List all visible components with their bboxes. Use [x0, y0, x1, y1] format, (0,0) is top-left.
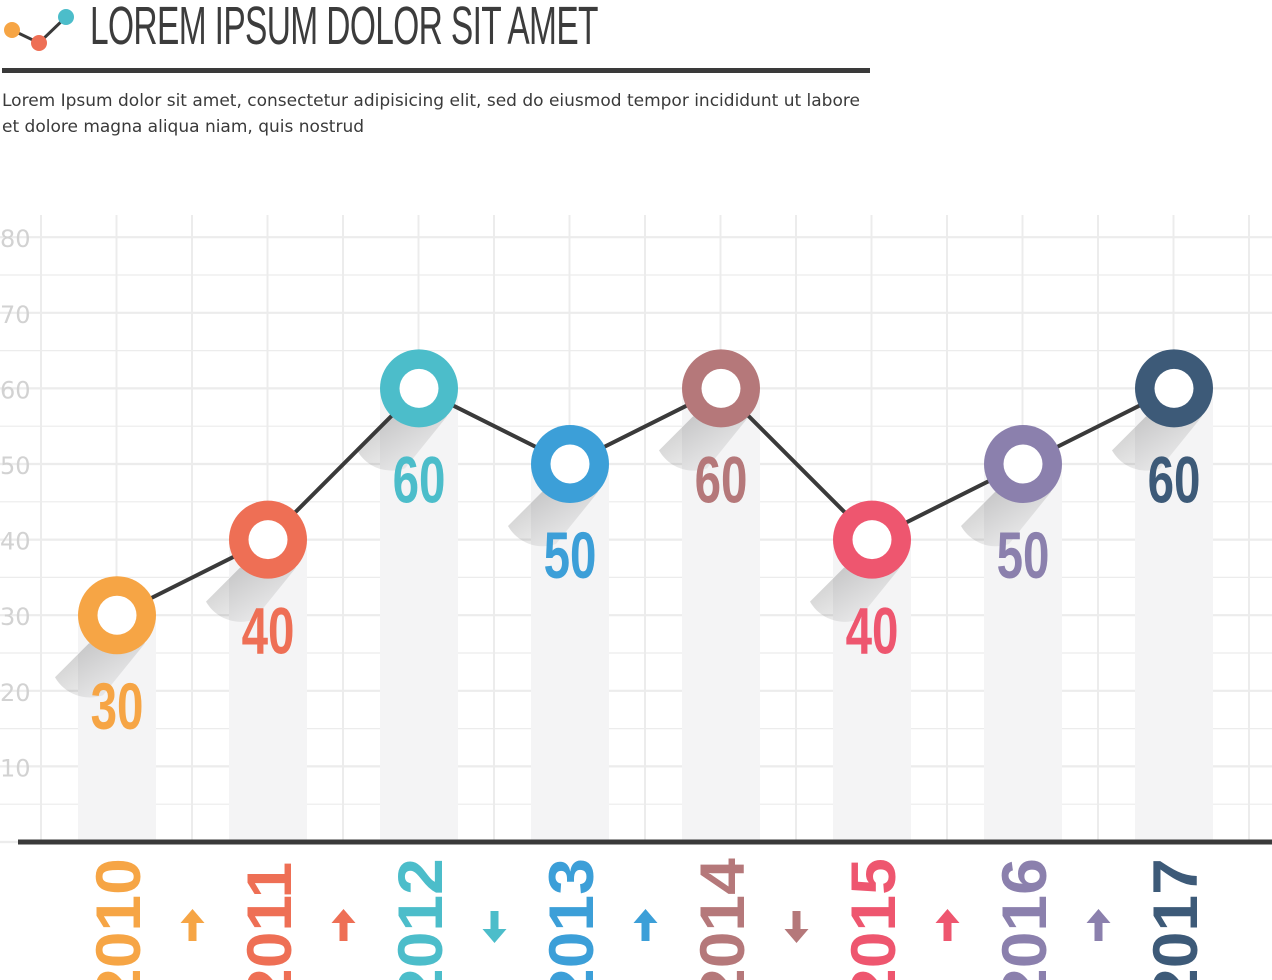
y-tick-label: 60 [0, 376, 31, 404]
y-tick-label: 40 [0, 528, 31, 556]
y-tick-label: 50 [0, 452, 31, 480]
marker-shadow [1112, 416, 1202, 471]
value-label: 60 [1148, 444, 1201, 517]
logo-dot [58, 9, 74, 25]
marker-shadow [206, 567, 296, 622]
page-title: LOREM IPSUM DOLOR SIT AMET [90, 0, 598, 56]
x-tick-label: 2016 [990, 858, 1060, 980]
x-tick-label: 2010 [84, 858, 154, 980]
y-axis-ticks: 10 20 30 40 50 60 70 80 [0, 225, 31, 782]
arrow-up-icon [633, 909, 658, 941]
arrow-up-icon [1086, 909, 1111, 941]
marker-shadows [55, 416, 1202, 698]
data-point-center [1003, 444, 1043, 484]
x-tick-label: 2017 [1141, 858, 1211, 980]
x-tick-label: 2012 [386, 858, 456, 980]
x-tick-label: 2015 [839, 858, 909, 980]
arrow-up-icon [331, 909, 356, 941]
marker-shadow [961, 492, 1051, 547]
data-point-center [701, 368, 741, 408]
logo-dot [31, 35, 47, 51]
value-label: 40 [846, 595, 899, 668]
y-tick-label: 70 [0, 301, 31, 329]
y-tick-label: 20 [0, 679, 31, 707]
marker-shadow [55, 643, 145, 698]
x-tick-label: 2011 [235, 862, 305, 980]
value-label: 50 [544, 519, 597, 592]
title-divider [2, 68, 870, 73]
chart-grid [0, 215, 1272, 844]
page-subtitle: Lorem Ipsum dolor sit amet, consectetur … [2, 91, 860, 137]
data-markers [78, 349, 1213, 655]
arrow-down-icon [482, 911, 507, 943]
marker-shadow [810, 567, 900, 622]
value-label: 50 [997, 519, 1050, 592]
data-point-center [1154, 368, 1194, 408]
data-point-center [550, 444, 590, 484]
data-point-center [248, 520, 288, 560]
marker-shadow [508, 492, 598, 547]
value-label: 60 [393, 444, 446, 517]
line-chart-icon [4, 9, 74, 51]
logo-dot [4, 22, 20, 38]
trend-arrows [180, 909, 1111, 943]
arrow-down-icon [784, 911, 809, 943]
y-tick-label: 30 [0, 603, 31, 631]
y-tick-label: 10 [0, 754, 31, 782]
x-tick-label: 2014 [688, 858, 758, 980]
data-point-center [852, 520, 892, 560]
value-label: 30 [91, 671, 144, 744]
arrow-up-icon [180, 909, 205, 941]
data-point-center [399, 368, 439, 408]
x-tick-label: 2013 [537, 858, 607, 980]
marker-shadow [659, 416, 749, 471]
value-labels: 30 40 60 50 60 40 50 60 [91, 444, 1201, 744]
header: LOREM IPSUM DOLOR SIT AMET Lorem Ipsum d… [0, 0, 872, 150]
y-tick-label: 80 [0, 225, 31, 253]
x-axis-labels: 2010 2011 2012 2013 2014 2015 2016 2017 [84, 858, 1211, 980]
data-point-center [97, 595, 137, 635]
arrow-up-icon [935, 909, 960, 941]
value-label: 60 [695, 444, 748, 517]
value-label: 40 [242, 595, 295, 668]
